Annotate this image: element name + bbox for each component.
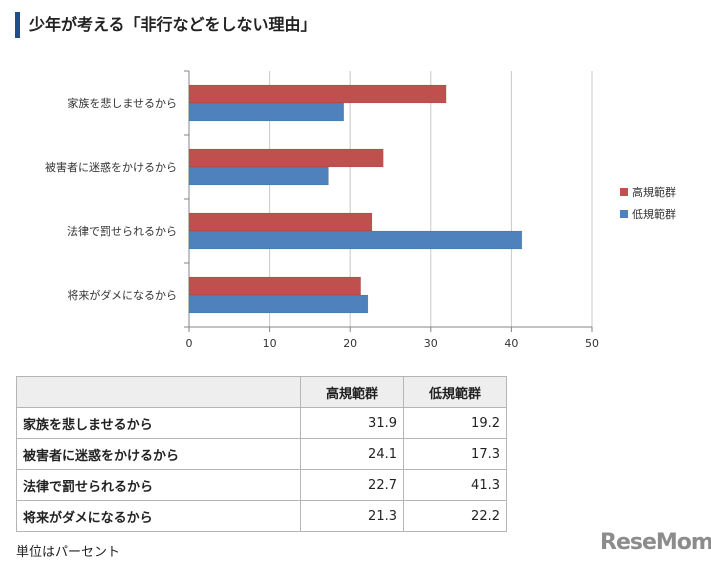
row-label: 家族を悲しませるから — [16, 407, 301, 439]
y-category-label: 被害者に迷惑をかけるから — [45, 160, 177, 174]
x-tick-label: 30 — [424, 337, 438, 350]
table-row: 将来がダメになるから 21.3 22.2 — [16, 500, 507, 532]
legend-label: 低規範群 — [632, 207, 676, 221]
legend-swatch — [620, 210, 628, 218]
bar-high — [188, 84, 447, 104]
cell-low: 19.2 — [403, 407, 507, 439]
x-tick-label: 40 — [504, 337, 518, 350]
cell-high: 21.3 — [300, 500, 404, 532]
row-label: 法律で罰せられるから — [16, 469, 301, 501]
y-category-label: 家族を悲しませるから — [67, 96, 177, 110]
page-title: 少年が考える「非行などをしない理由」 — [15, 12, 317, 38]
table-corner-cell — [16, 376, 301, 408]
bar-high — [188, 148, 384, 168]
cell-high: 22.7 — [300, 469, 404, 501]
bar-low — [188, 294, 369, 314]
row-label: 将来がダメになるから — [16, 500, 301, 532]
unit-note: 単位はパーセント — [16, 545, 121, 560]
bar-low — [188, 102, 345, 122]
cell-low: 22.2 — [403, 500, 507, 532]
row-label: 被害者に迷惑をかけるから — [16, 438, 301, 470]
table-row: 法律で罰せられるから 22.7 41.3 — [16, 469, 507, 501]
bar-high — [188, 212, 373, 232]
bar-low — [188, 230, 523, 250]
resemom-logo: ReseMom — [600, 530, 711, 555]
chart-svg: 0 10 20 30 40 50 家族を悲しませるから被害者に迷惑をかけるから法律で罰せられ… — [45, 70, 676, 350]
cell-high: 31.9 — [300, 407, 404, 439]
x-tick-label: 50 — [585, 337, 599, 350]
y-category-label: 将来がダメになるから — [67, 288, 177, 302]
cell-low: 17.3 — [403, 438, 507, 470]
bar-chart: 0 10 20 30 40 50 家族を悲しませるから被害者に迷惑をかけるから法律で罰せられ… — [0, 55, 711, 365]
table-header-low: 低規範群 — [403, 376, 507, 408]
legend-label: 高規範群 — [632, 185, 676, 199]
data-table: 高規範群 低規範群 家族を悲しませるから 31.9 19.2 被害者に迷惑をかけ… — [16, 376, 507, 532]
x-tick-label: 0 — [186, 337, 193, 350]
cell-high: 24.1 — [300, 438, 404, 470]
x-tick-label: 10 — [263, 337, 277, 350]
table-header-high: 高規範群 — [300, 376, 404, 408]
legend-swatch — [620, 188, 628, 196]
bar-high — [188, 276, 361, 296]
table-row: 被害者に迷惑をかけるから 24.1 17.3 — [16, 438, 507, 470]
y-category-label: 法律で罰せられるから — [67, 224, 177, 238]
cell-low: 41.3 — [403, 469, 507, 501]
table-header-row: 高規範群 低規範群 — [16, 376, 507, 408]
x-tick-label: 20 — [343, 337, 357, 350]
bar-low — [188, 166, 329, 186]
table-row: 家族を悲しませるから 31.9 19.2 — [16, 407, 507, 439]
